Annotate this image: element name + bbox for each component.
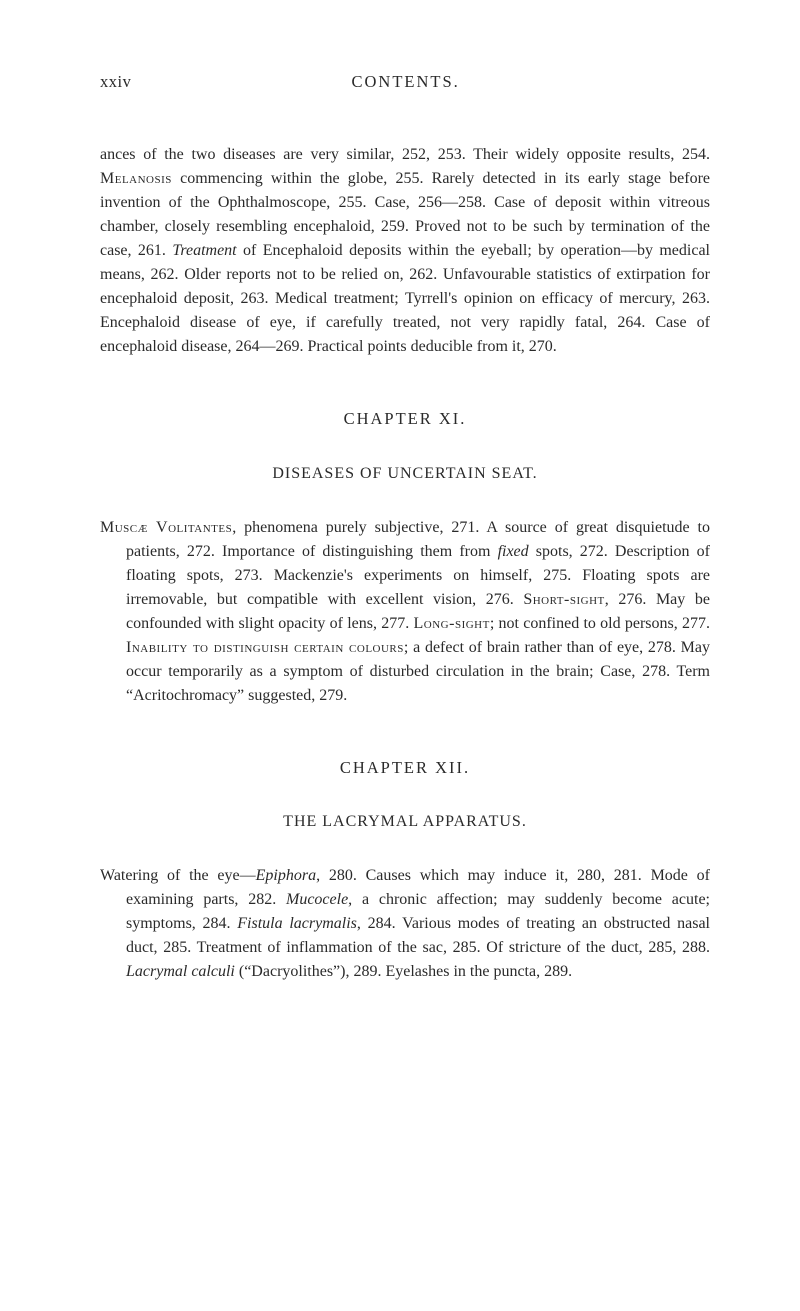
chapter-12-title: THE LACRYMAL APPARATUS. <box>100 810 710 834</box>
header-spacer <box>680 70 710 95</box>
chapter-11-heading: CHAPTER XI. <box>100 407 710 432</box>
page-container: xxiv CONTENTS. ances of the two diseases… <box>0 0 800 1074</box>
page-header-title: CONTENTS. <box>352 70 460 95</box>
continuation-paragraph: ances of the two diseases are very simil… <box>100 143 710 359</box>
page-header: xxiv CONTENTS. <box>100 70 710 95</box>
chapter-11-title: DISEASES OF UNCERTAIN SEAT. <box>100 462 710 486</box>
chapter-12-heading: CHAPTER XII. <box>100 756 710 781</box>
chapter-12-entry: Watering of the eye—Epiphora, 280. Cause… <box>100 864 710 984</box>
page-number: xxiv <box>100 70 131 95</box>
chapter-11-entry: Muscæ Volitantes, phenomena purely subje… <box>100 516 710 708</box>
